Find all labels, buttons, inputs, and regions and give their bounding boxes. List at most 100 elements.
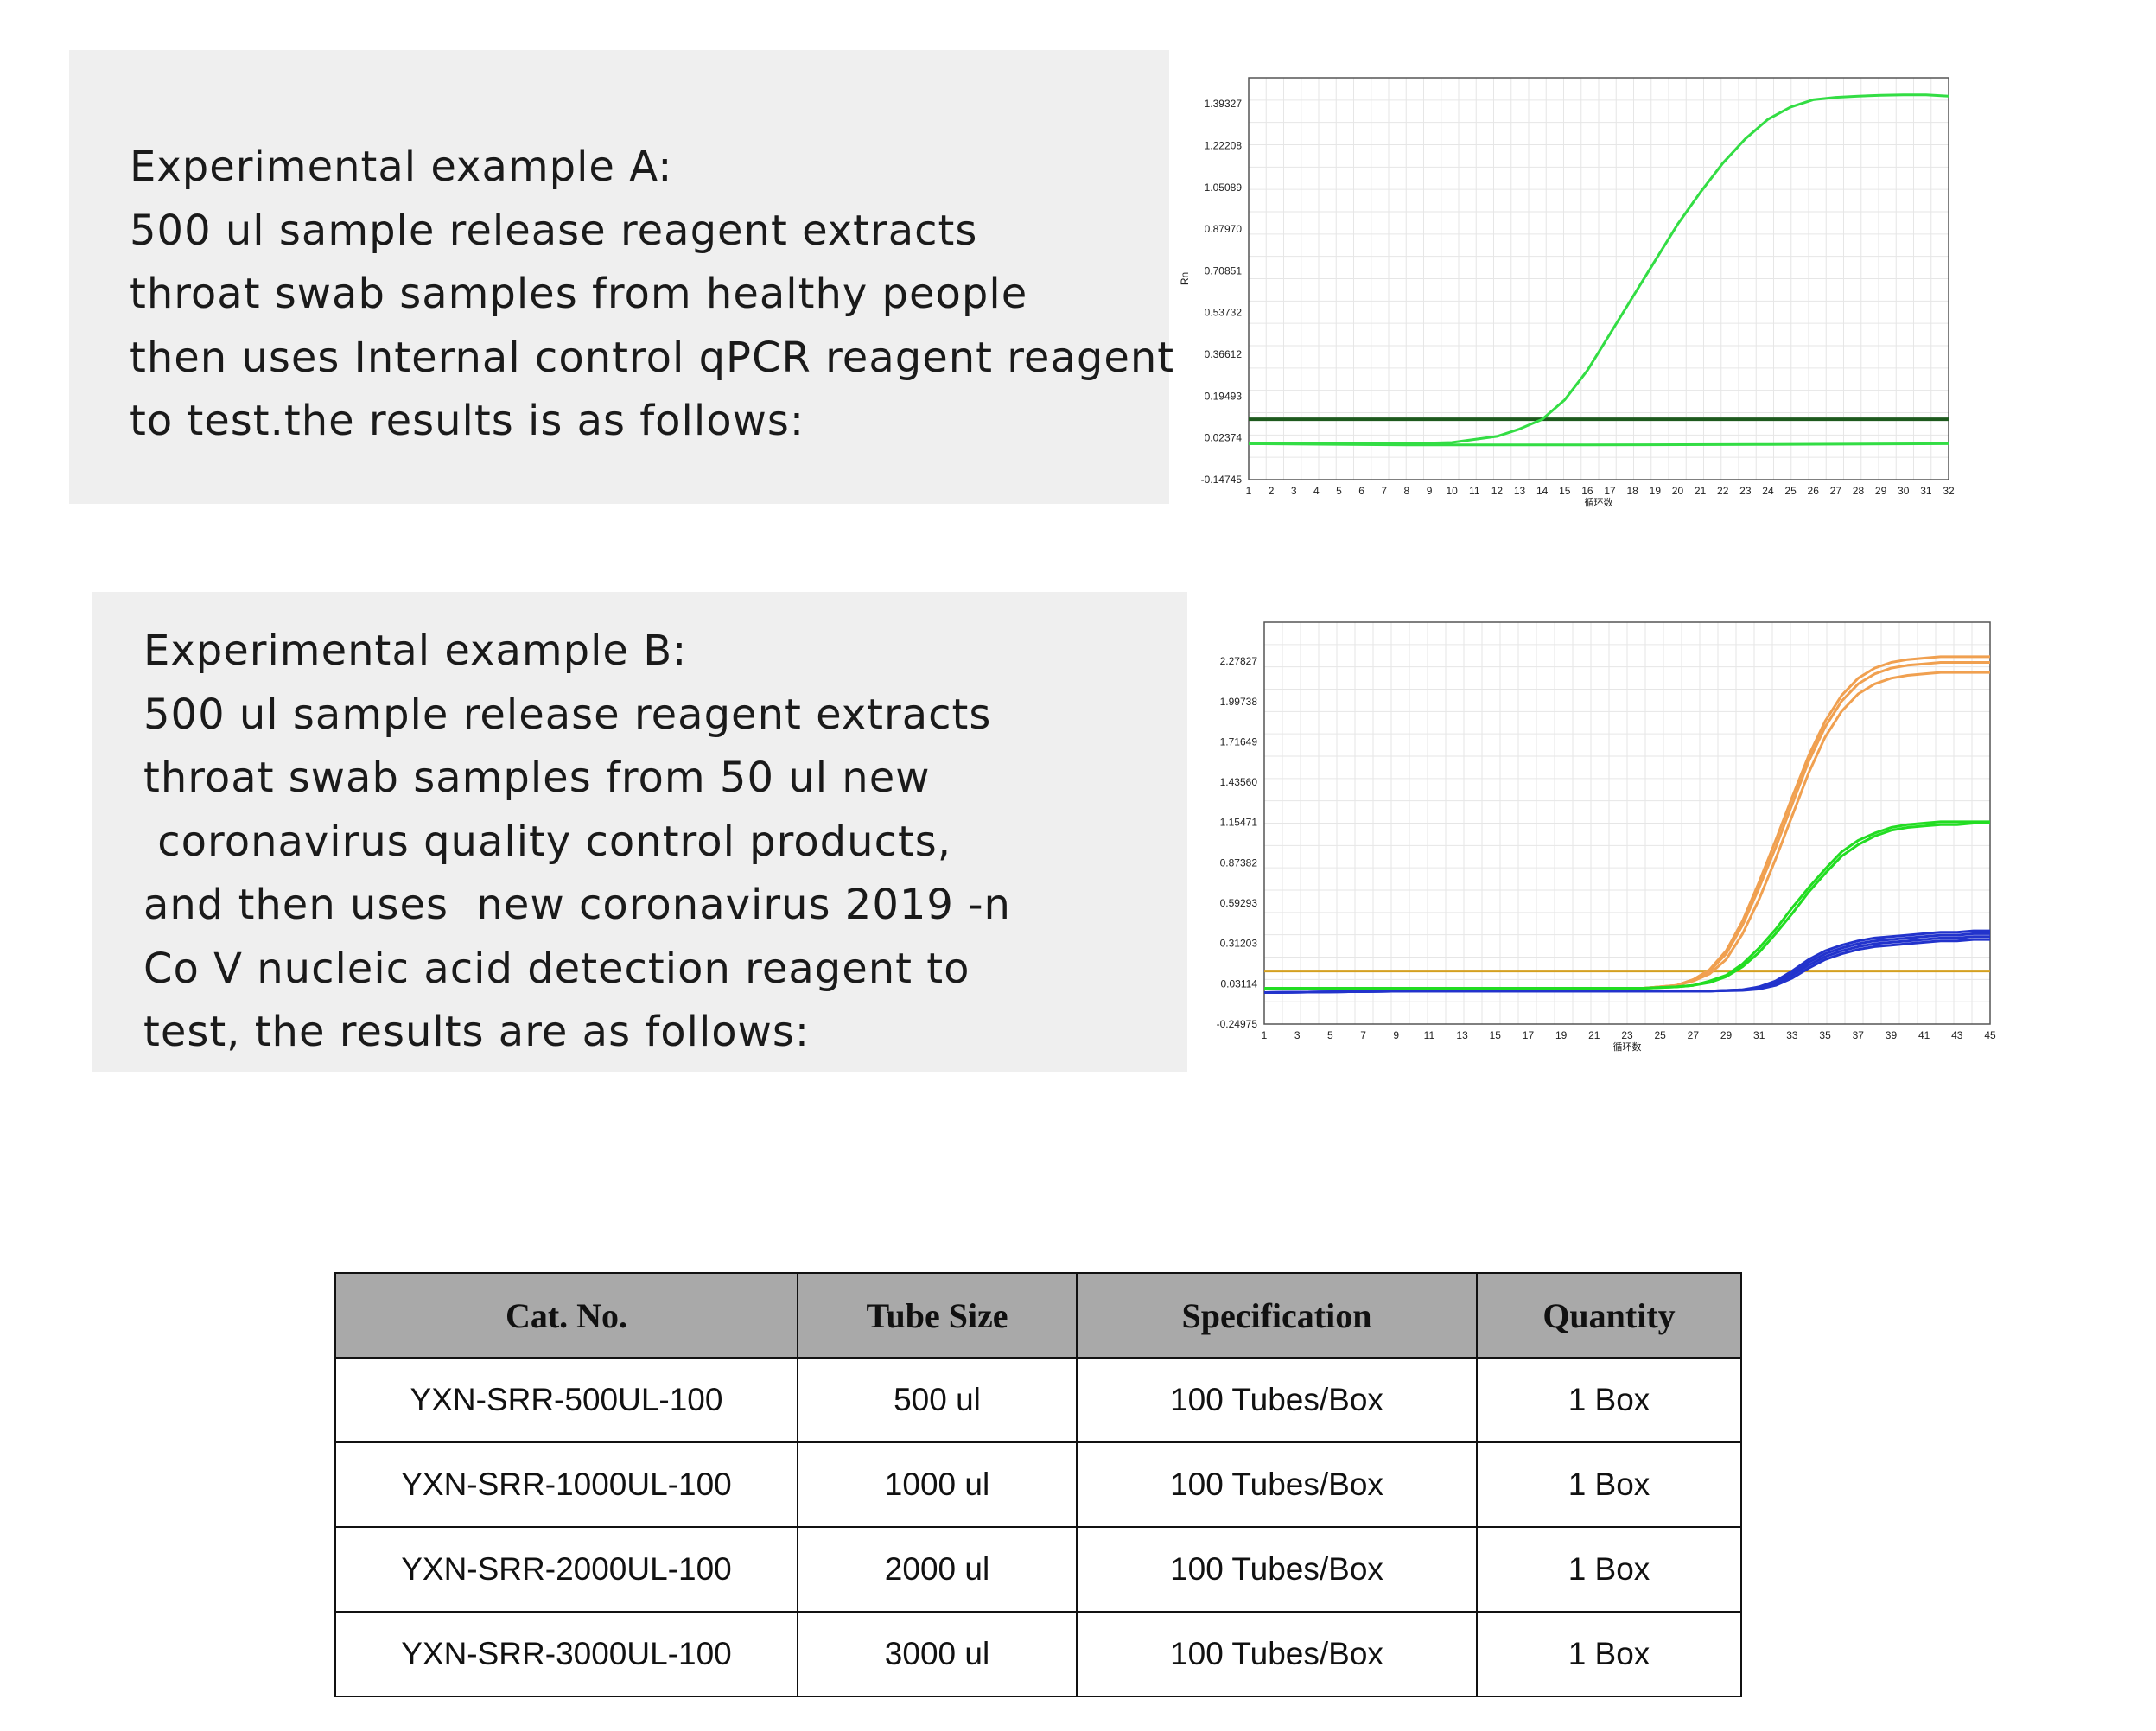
- example-b-line: test, the results are as follows:: [143, 1008, 811, 1056]
- x-tick-label: 23: [1621, 1029, 1633, 1041]
- x-tick-label: 31: [1753, 1029, 1765, 1041]
- x-tick-label: 20: [1672, 485, 1684, 497]
- example-b-panel: [92, 592, 1187, 1072]
- y-axis-label: Rn: [1179, 272, 1191, 285]
- product-spec-table: Cat. No. Tube Size Specification Quantit…: [334, 1272, 1742, 1697]
- y-tick-label: 1.05089: [1205, 181, 1243, 194]
- x-tick-label: 15: [1490, 1029, 1502, 1041]
- header-cat-no: Cat. No.: [334, 1272, 798, 1359]
- cell-tube-size: 1000 ul: [797, 1441, 1078, 1528]
- x-tick-label: 43: [1951, 1029, 1963, 1041]
- table-row: YXN-SRR-500UL-100 500 ul 100 Tubes/Box 1…: [334, 1357, 1742, 1443]
- cell-cat-no: YXN-SRR-2000UL-100: [334, 1526, 798, 1613]
- x-tick-label: 29: [1720, 1029, 1733, 1041]
- example-a-line: to test.the results is as follows:: [130, 397, 805, 445]
- cell-quantity: 1 Box: [1476, 1441, 1742, 1528]
- amplification-chart-a: 1.39327 1.22208 1.05089 0.87970 0.70851 0.537…: [1175, 69, 1970, 523]
- cell-cat-no: YXN-SRR-3000UL-100: [334, 1611, 798, 1697]
- y-tick-label: 0.87970: [1205, 223, 1243, 235]
- x-tick-label: 4: [1313, 485, 1320, 497]
- x-tick-label: 21: [1695, 485, 1707, 497]
- x-tick-label: 19: [1555, 1029, 1568, 1041]
- example-b-text: Experimental example B: 500 ul sample re…: [143, 620, 1011, 1065]
- x-tick-label: 29: [1875, 485, 1887, 497]
- table-row: YXN-SRR-2000UL-100 2000 ul 100 Tubes/Box…: [334, 1526, 1742, 1613]
- x-tick-label: 7: [1360, 1029, 1366, 1041]
- x-tick-label: 17: [1604, 485, 1616, 497]
- y-tick-label: 0.02374: [1205, 432, 1243, 444]
- y-tick-label: 1.43560: [1220, 776, 1258, 788]
- x-tick-label: 13: [1514, 485, 1526, 497]
- cell-specification: 100 Tubes/Box: [1076, 1611, 1478, 1697]
- x-tick-label: 11: [1424, 1029, 1435, 1041]
- y-tick-label: 1.39327: [1205, 98, 1243, 110]
- amplification-chart-b: 2.27827 1.99738 1.71649 1.43560 1.15471 0.873…: [1201, 609, 2013, 1063]
- x-tick-label: 8: [1404, 485, 1410, 497]
- x-tick-label: 1: [1262, 1029, 1268, 1041]
- header-tube-size: Tube Size: [797, 1272, 1078, 1359]
- x-tick-label: 27: [1688, 1029, 1700, 1041]
- table-header-row: Cat. No. Tube Size Specification Quantit…: [334, 1272, 1742, 1359]
- y-tick-label: 1.15471: [1220, 817, 1258, 829]
- x-tick-label: 27: [1830, 485, 1842, 497]
- x-axis-label: 循环数: [1613, 1041, 1642, 1053]
- x-tick-label: 22: [1717, 485, 1729, 497]
- x-tick-label: 14: [1536, 485, 1549, 497]
- y-tick-label: 0.36612: [1205, 348, 1243, 360]
- x-tick-label: 3: [1291, 485, 1297, 497]
- y-tick-label: 1.71649: [1220, 735, 1258, 748]
- x-tick-label: 21: [1588, 1029, 1600, 1041]
- amplification-curve: [1263, 929, 1990, 994]
- table-row: YXN-SRR-1000UL-100 1000 ul 100 Tubes/Box…: [334, 1441, 1742, 1528]
- x-tick-label: 2: [1269, 485, 1275, 497]
- example-a-line: Experimental example A:: [130, 143, 673, 191]
- x-axis-label: 循环数: [1585, 497, 1613, 508]
- x-tick-label: 11: [1469, 485, 1480, 497]
- x-tick-label: 26: [1808, 485, 1820, 497]
- cell-cat-no: YXN-SRR-1000UL-100: [334, 1441, 798, 1528]
- x-tick-label: 33: [1786, 1029, 1798, 1041]
- cell-tube-size: 3000 ul: [797, 1611, 1078, 1697]
- y-tick-label: -0.14745: [1201, 474, 1243, 486]
- cell-tube-size: 500 ul: [797, 1357, 1078, 1443]
- x-tick-label: 25: [1784, 485, 1797, 497]
- x-tick-label: 19: [1650, 485, 1662, 497]
- x-tick-label: 10: [1446, 485, 1458, 497]
- x-tick-label: 9: [1393, 1029, 1399, 1041]
- x-tick-label: 39: [1886, 1029, 1898, 1041]
- x-tick-label: 23: [1739, 485, 1752, 497]
- x-tick-label: 41: [1918, 1029, 1930, 1041]
- cell-cat-no: YXN-SRR-500UL-100: [334, 1357, 798, 1443]
- cell-quantity: 1 Box: [1476, 1526, 1742, 1613]
- y-tick-label: -0.24975: [1217, 1018, 1258, 1030]
- example-b-line: and then uses new coronavirus 2019 -n: [143, 881, 1011, 929]
- x-tick-label: 32: [1943, 485, 1955, 497]
- example-a-line: throat swab samples from healthy people: [130, 270, 1028, 318]
- x-tick-label: 24: [1762, 485, 1774, 497]
- x-tick-label: 18: [1627, 485, 1639, 497]
- y-tick-label: 0.87382: [1220, 856, 1258, 869]
- x-tick-label: 25: [1655, 1029, 1667, 1041]
- y-tick-label: 0.59293: [1220, 897, 1258, 909]
- header-quantity: Quantity: [1476, 1272, 1742, 1359]
- x-tick-label: 3: [1294, 1029, 1301, 1041]
- cell-specification: 100 Tubes/Box: [1076, 1357, 1478, 1443]
- example-a-text: Experimental example A: 500 ul sample re…: [130, 136, 1174, 454]
- x-tick-label: 6: [1358, 485, 1364, 497]
- x-tick-label: 30: [1898, 485, 1910, 497]
- x-tick-label: 37: [1853, 1029, 1865, 1041]
- amplification-curve: [1248, 442, 1949, 447]
- x-tick-label: 12: [1491, 485, 1504, 497]
- example-a-line: then uses Internal control qPCR reagent …: [130, 333, 1175, 382]
- cell-quantity: 1 Box: [1476, 1357, 1742, 1443]
- x-tick-label: 35: [1819, 1029, 1831, 1041]
- y-tick-label: 0.19493: [1205, 390, 1243, 402]
- x-tick-label: 7: [1381, 485, 1387, 497]
- x-tick-label: 28: [1853, 485, 1865, 497]
- y-tick-label: 2.27827: [1220, 655, 1258, 667]
- x-tick-label: 9: [1427, 485, 1433, 497]
- amplification-chart-b-svg: 2.27827 1.99738 1.71649 1.43560 1.15471 0.873…: [1217, 621, 1996, 1053]
- y-tick-label: 0.03114: [1221, 977, 1258, 990]
- y-tick-label: 0.53732: [1205, 307, 1243, 319]
- example-b-line: throat swab samples from 50 ul new: [143, 754, 931, 802]
